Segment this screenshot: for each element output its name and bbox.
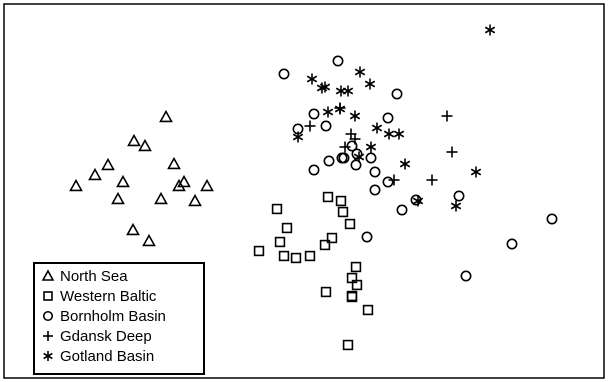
bornholm-basin-point: [308, 164, 320, 176]
legend-marker-gotland-basin: [43, 351, 53, 361]
legend-label-gotland-basin: Gotland Basin: [60, 348, 154, 365]
gotland-basin-point: [470, 166, 482, 178]
western-baltic-point: [351, 279, 363, 291]
gdansk-deep-point: [426, 174, 438, 186]
western-baltic-point: [346, 290, 358, 302]
bornholm-basin-point: [382, 176, 394, 188]
western-baltic-point: [304, 250, 316, 262]
bornholm-basin-point: [546, 213, 558, 225]
legend: North Sea Western Baltic Bornholm Basin Gda…: [33, 262, 205, 375]
north-sea-point: [200, 178, 214, 192]
legend-label-western-baltic: Western Baltic: [60, 288, 157, 305]
gotland-basin-point: [306, 73, 318, 85]
bornholm-basin-point: [350, 159, 362, 171]
western-baltic-point: [350, 261, 362, 273]
bornholm-basin-point: [365, 152, 377, 164]
bornholm-basin-point: [332, 55, 344, 67]
gotland-basin-point: [371, 122, 383, 134]
gdansk-deep-point: [304, 120, 316, 132]
western-baltic-point: [320, 286, 332, 298]
western-baltic-point: [274, 236, 286, 248]
bornholm-basin-point: [391, 88, 403, 100]
western-baltic-point: [322, 191, 334, 203]
bornholm-basin-point: [453, 190, 465, 202]
legend-marker-north-sea: [41, 269, 55, 281]
bornholm-basin-point: [506, 238, 518, 250]
bornholm-basin-point: [346, 140, 358, 152]
western-baltic-point: [278, 250, 290, 262]
legend-label-north-sea: North Sea: [60, 268, 128, 285]
western-baltic-point: [281, 222, 293, 234]
western-baltic-point: [326, 232, 338, 244]
north-sea-point: [154, 191, 168, 205]
western-baltic-point: [253, 245, 265, 257]
western-baltic-point: [337, 206, 349, 218]
gotland-basin-point: [334, 103, 346, 115]
north-sea-point: [138, 138, 152, 152]
north-sea-point: [88, 167, 102, 181]
north-sea-point: [177, 174, 191, 188]
bornholm-basin-point: [369, 166, 381, 178]
bornholm-basin-point: [361, 231, 373, 243]
bornholm-basin-point: [278, 68, 290, 80]
north-sea-point: [69, 178, 83, 192]
bornholm-basin-point: [308, 108, 320, 120]
gotland-basin-point: [319, 81, 331, 93]
gotland-basin-point: [364, 78, 376, 90]
gotland-basin-point: [450, 200, 462, 212]
north-sea-point: [101, 157, 115, 171]
bornholm-basin-point: [320, 120, 332, 132]
bornholm-basin-point: [323, 155, 335, 167]
gotland-basin-point: [365, 141, 377, 153]
gotland-basin-point: [399, 158, 411, 170]
gotland-basin-point: [322, 106, 334, 118]
data-markers: [69, 24, 558, 351]
gotland-basin-point: [393, 128, 405, 140]
western-baltic-point: [342, 339, 354, 351]
gotland-basin-point: [292, 131, 304, 143]
legend-marker-bornholm-basin: [42, 310, 54, 322]
western-baltic-point: [319, 239, 331, 251]
gotland-basin-point: [349, 110, 361, 122]
north-sea-point: [116, 174, 130, 188]
gotland-basin-point: [342, 85, 354, 97]
legend-marker-gdansk-deep: [43, 331, 53, 341]
legend-marker-western-baltic: [43, 291, 53, 301]
north-sea-point: [111, 191, 125, 205]
western-baltic-point: [271, 203, 283, 215]
western-baltic-point: [290, 252, 302, 264]
north-sea-point: [126, 222, 140, 236]
western-baltic-point: [362, 304, 374, 316]
gdansk-deep-point: [446, 146, 458, 158]
gotland-basin-point: [484, 24, 496, 36]
gotland-basin-point: [383, 128, 395, 140]
gdansk-deep-point: [388, 174, 400, 186]
north-sea-point: [172, 178, 186, 192]
gdansk-deep-point: [441, 110, 453, 122]
bornholm-basin-point: [460, 270, 472, 282]
north-sea-point: [127, 133, 141, 147]
north-sea-point: [159, 109, 173, 123]
north-sea-point: [142, 233, 156, 247]
gdansk-deep-point: [339, 141, 351, 153]
gdansk-deep-point: [349, 133, 361, 145]
north-sea-point: [188, 193, 202, 207]
western-baltic-point: [335, 195, 347, 207]
legend-label-bornholm-basin: Bornholm Basin: [60, 308, 166, 325]
legend-label-gdansk-deep: Gdansk Deep: [60, 328, 152, 345]
bornholm-basin-point: [396, 204, 408, 216]
western-baltic-point: [344, 218, 356, 230]
bornholm-basin-point: [382, 112, 394, 124]
bornholm-basin-point: [338, 152, 350, 164]
gotland-basin-point: [354, 66, 366, 78]
north-sea-point: [167, 156, 181, 170]
bornholm-basin-point: [369, 184, 381, 196]
gotland-basin-point: [353, 151, 365, 163]
legend-box: [33, 262, 205, 375]
gotland-basin-point: [412, 195, 424, 207]
